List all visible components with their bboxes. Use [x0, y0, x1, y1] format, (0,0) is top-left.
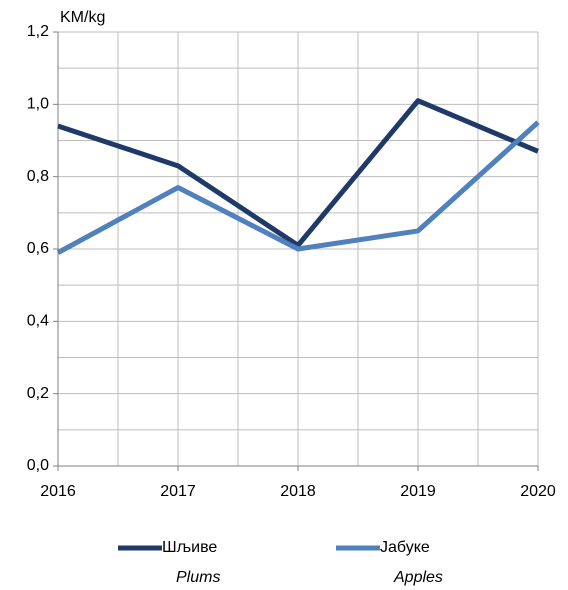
legend-label-en: Plums [176, 569, 220, 586]
y-tick-label: 0,0 [27, 457, 49, 474]
y-tick-label: 1,0 [27, 96, 49, 113]
series-line [56, 120, 540, 255]
x-tick-label: 2018 [280, 483, 316, 500]
y-tick-label: 0,4 [27, 313, 49, 330]
series-line [57, 98, 539, 248]
legend-label-en: Apples [393, 569, 443, 586]
y-unit-label: KM/kg [60, 9, 105, 26]
x-tick-label: 2019 [400, 483, 436, 500]
y-tick-label: 1,2 [27, 23, 49, 40]
y-tick-label: 0,8 [27, 168, 49, 185]
x-tick-label: 2016 [40, 483, 76, 500]
legend-label: Јабуке [380, 539, 430, 556]
x-tick-label: 2020 [520, 483, 556, 500]
legend-label: Шљиве [162, 539, 217, 556]
y-tick-label: 0,6 [27, 240, 49, 257]
x-tick-label: 2017 [160, 483, 196, 500]
y-tick-label: 0,2 [27, 385, 49, 402]
